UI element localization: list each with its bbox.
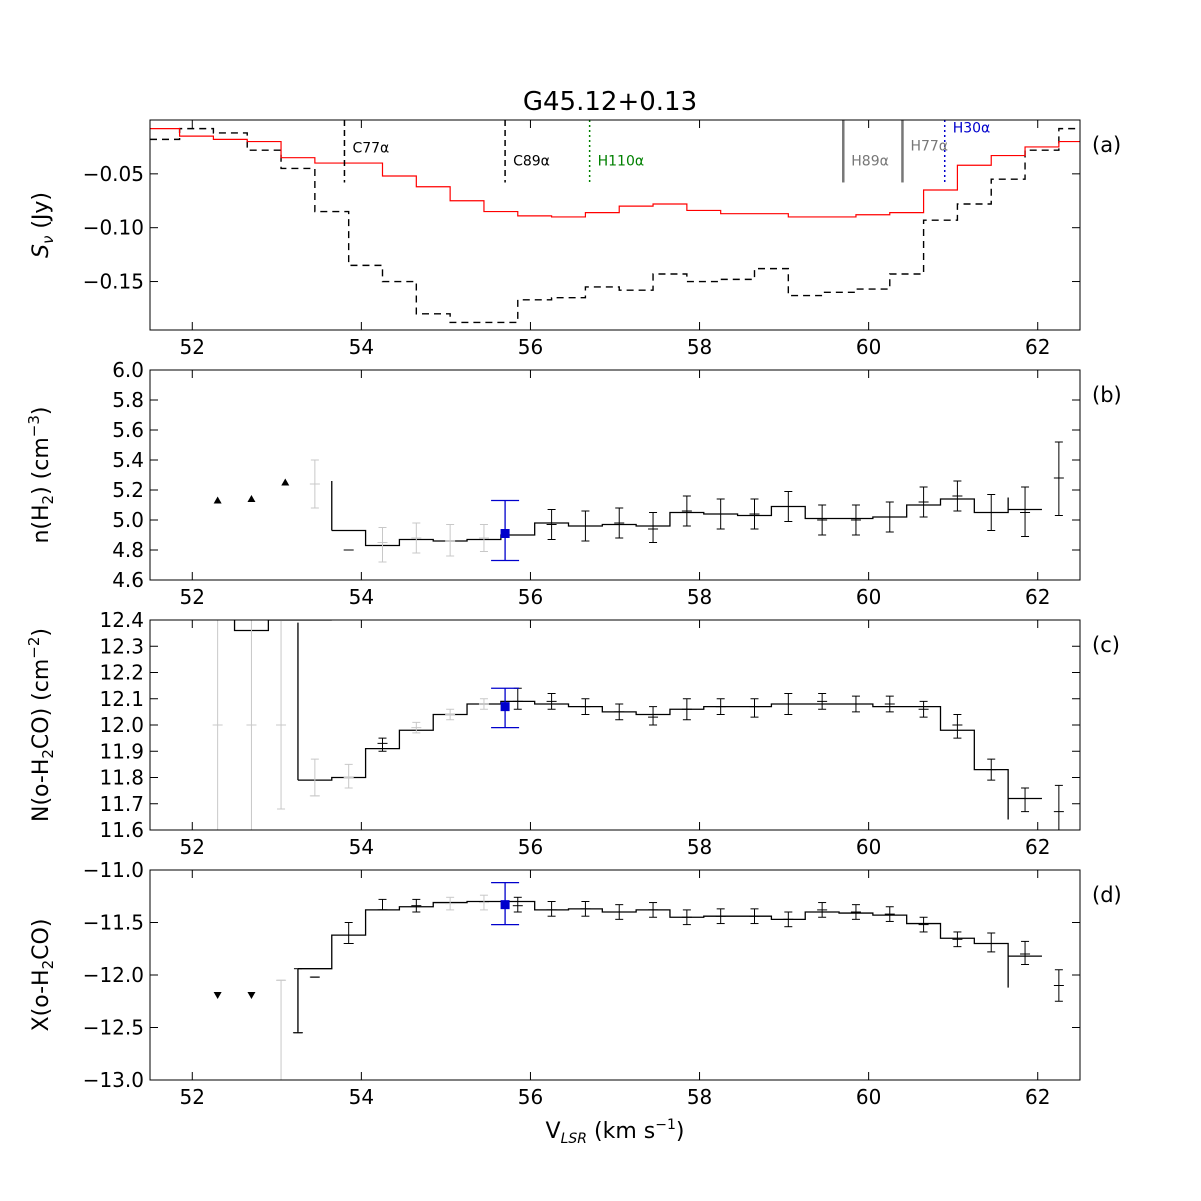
y-tick-label: 12.1 [99, 687, 144, 711]
x-axis-label: VLSR (km s−1) [546, 1117, 685, 1147]
y-tick-label: 4.6 [112, 568, 144, 592]
x-tick-label: 56 [518, 1085, 543, 1109]
x-tick-label: 62 [1025, 335, 1050, 359]
x-tick-label: 58 [687, 335, 712, 359]
x-tick-label: 52 [180, 1085, 205, 1109]
x-tick-label: 52 [180, 585, 205, 609]
panels: 52 54 56 58 60 62 −0.05 −0.10 −0.15 (a) Sν (Jy) C77… [25, 119, 1122, 1109]
lower-limit-marker [247, 495, 256, 502]
panel-a: 52 54 56 58 60 62 −0.05 −0.10 −0.15 (a) Sν (Jy) C77… [29, 119, 1121, 359]
marker-label: H77α [910, 138, 948, 154]
x-tick-label: 58 [687, 835, 712, 859]
spectrum-model [150, 128, 1080, 218]
spectrum-dashed [150, 127, 1080, 324]
lower-limit-marker [281, 478, 290, 486]
x-tick-label: 62 [1025, 835, 1050, 859]
x-tick-label: 54 [349, 1085, 374, 1109]
y-tick-label: 6.0 [112, 358, 144, 382]
y-tick-label: 5.8 [112, 388, 144, 412]
lower-limit-marker [213, 496, 222, 504]
plot-area [213, 441, 1064, 563]
upper-limit-marker [213, 991, 222, 999]
y-tick-label: 12.2 [99, 661, 144, 685]
marker-label: C77α [352, 140, 389, 156]
panel-c: 52 54 56 58 60 62 11.611.711.8 11.912.012.112.2… [25, 608, 1120, 859]
y-tick-label: −13.0 [83, 1068, 144, 1092]
panel-frame [149, 619, 1081, 831]
panel-frame [149, 869, 1081, 1081]
x-tick-label: 62 [1025, 585, 1050, 609]
y-tick-label: −0.05 [83, 162, 144, 186]
highlight-point [500, 702, 510, 712]
x-tick-label: 54 [349, 835, 374, 859]
x-tick-label: 52 [180, 835, 205, 859]
panel-d: 52 54 56 58 60 62 −13.0 −12.5 −12.0 −11.5 −11.0 (d)… [29, 858, 1122, 1109]
panel-label: (d) [1092, 883, 1122, 907]
x-tick-label: 60 [856, 1085, 881, 1109]
y-tick-label: 5.2 [112, 478, 144, 502]
x-tick-label: 60 [856, 335, 881, 359]
marker-label: H30α [953, 120, 991, 136]
y-tick-label: −11.0 [83, 858, 144, 882]
x-tick-label: 60 [856, 585, 881, 609]
upper-limit-marker [247, 991, 256, 999]
panel-b: 52 54 56 58 60 62 4.6 4.8 5.0 5.2 5.4 5.6 5.8 6.0 (b) n… [25, 358, 1122, 609]
x-tick-label: 60 [856, 835, 881, 859]
y-axis-label: n(H2) (cm−3) [25, 406, 57, 543]
y-tick-label: 5.6 [112, 418, 144, 442]
y-tick-label: 12.0 [99, 713, 144, 737]
y-tick-label: 5.0 [112, 508, 144, 532]
x-tick-label: 56 [518, 585, 543, 609]
figure-title: G45.12+0.13 [523, 87, 697, 117]
y-tick-label: −0.10 [83, 216, 144, 240]
step-line [331, 498, 1042, 547]
highlight-point [500, 529, 510, 538]
plot-area [150, 120, 1080, 324]
x-tick-label: 54 [349, 585, 374, 609]
panel-label: (b) [1092, 383, 1122, 407]
panel-frame [149, 119, 1081, 331]
y-tick-label: 11.6 [99, 818, 144, 842]
y-tick-label: 12.4 [99, 608, 144, 632]
panel-frame [149, 369, 1081, 581]
x-tick-label: 58 [687, 585, 712, 609]
x-tick-label: 54 [349, 335, 374, 359]
y-tick-label: 4.8 [112, 538, 144, 562]
y-axis-label: X(o-H2CO) [29, 919, 57, 1032]
y-axis-label: Sν (Jy) [29, 192, 57, 258]
x-tick-label: 56 [518, 835, 543, 859]
y-tick-label: 11.8 [99, 766, 144, 790]
y-tick-label: 11.7 [99, 792, 144, 816]
x-tick-label: 62 [1025, 1085, 1050, 1109]
y-axis-label: N(o-H2CO) (cm−2) [25, 628, 57, 822]
y-tick-label: −12.5 [83, 1016, 144, 1040]
marker-label: H89α [851, 153, 889, 169]
x-tick-label: 52 [180, 335, 205, 359]
marker-label: H110α [598, 153, 644, 169]
x-axis-label-text: VLSR (km s−1) [546, 1117, 685, 1147]
marker-label: C89α [513, 153, 550, 169]
x-tick-label: 56 [518, 335, 543, 359]
plot-area [213, 881, 1064, 1080]
panel-label: (a) [1092, 133, 1121, 157]
y-tick-label: −0.15 [83, 270, 144, 294]
highlight-point [500, 900, 510, 910]
y-tick-label: 12.3 [99, 634, 144, 658]
y-tick-label: 5.4 [112, 448, 144, 472]
x-tick-label: 58 [687, 1085, 712, 1109]
y-tick-label: −11.5 [83, 911, 144, 935]
y-tick-label: 11.9 [99, 739, 144, 763]
panel-label: (c) [1092, 633, 1120, 657]
step-line [297, 900, 1042, 970]
y-tick-label: −12.0 [83, 963, 144, 987]
pre-step-line [233, 620, 332, 632]
plot-area [212, 620, 1064, 830]
